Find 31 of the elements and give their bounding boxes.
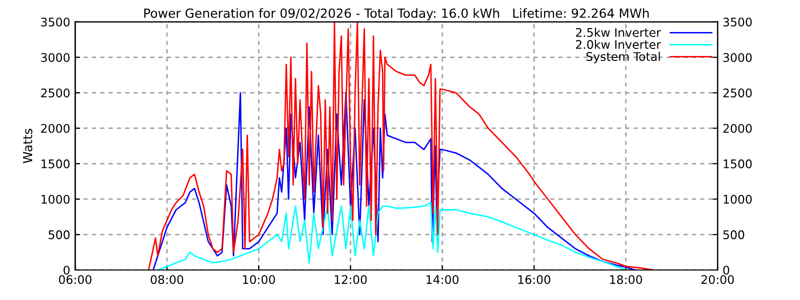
x-tick-label: 18:00 <box>610 275 642 284</box>
x-tick-label: 10:00 <box>243 275 275 284</box>
legend-label: 2.5kw Inverter <box>576 28 661 37</box>
y2-tick-label: 0 <box>723 266 730 275</box>
y-axis-title: Watts <box>23 128 32 164</box>
x-tick-label: 16:00 <box>518 275 550 284</box>
x-tick-label: 08:00 <box>150 275 184 284</box>
y-tick-label: 2500 <box>41 88 70 98</box>
y-tick-label: 3500 <box>41 18 70 27</box>
y-tick-label: 0 <box>64 266 70 275</box>
y-tick-label: 1000 <box>42 194 70 204</box>
y-tick-label: 500 <box>48 230 70 240</box>
x-tick-label: 06:00 <box>58 275 92 284</box>
line-series <box>157 202 627 270</box>
line-series <box>152 92 636 270</box>
y2-tick-label: 2500 <box>723 88 752 98</box>
y2-tick-label: 2000 <box>723 124 752 133</box>
x-tick-label: 12:00 <box>334 275 367 284</box>
x-tick-label: 14:00 <box>426 275 459 284</box>
y-tick-label: 1500 <box>42 159 70 168</box>
legend-label: System Total <box>586 52 660 64</box>
y2-tick-label: 500 <box>723 230 744 240</box>
x-tick-label: 20:00 <box>701 275 734 284</box>
y2-tick-label: 3500 <box>723 18 752 27</box>
y-tick-label: 3000 <box>41 53 70 62</box>
y2-tick-label: 1000 <box>724 194 752 204</box>
y2-tick-label: 1500 <box>724 159 752 168</box>
chart-title: Power Generation for 09/02/2026 - Total Today: 16.0 kWh Lifetime: 92.264 MWh <box>144 8 649 20</box>
legend-label: 2.0kw Inverter <box>576 40 661 49</box>
y-tick-label: 2000 <box>41 124 70 133</box>
y2-tick-label: 3000 <box>723 53 752 62</box>
